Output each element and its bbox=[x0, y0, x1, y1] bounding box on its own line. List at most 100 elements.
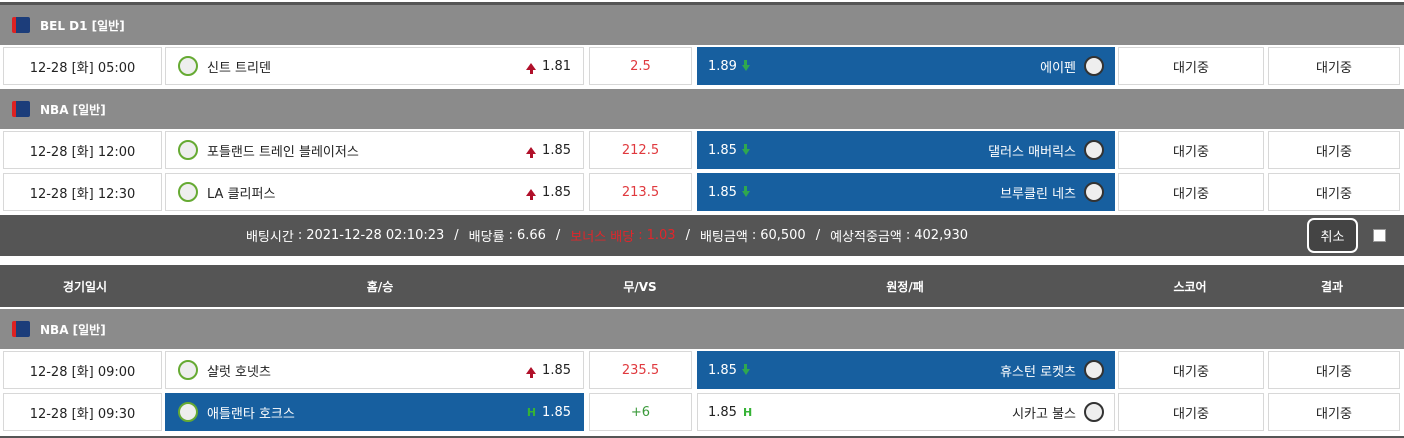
result-cell: 대기중 bbox=[1268, 351, 1400, 389]
line-value: +6 bbox=[630, 404, 651, 420]
league-header: NBA [일반] bbox=[0, 89, 1404, 129]
trend-down bbox=[741, 60, 750, 71]
away-odds: 1.85 bbox=[708, 184, 737, 200]
home-odds: 1.85 bbox=[542, 362, 571, 378]
result-cell: 대기중 bbox=[1268, 393, 1400, 431]
away-odds: 1.85 bbox=[708, 142, 737, 158]
label-separator: : bbox=[638, 228, 643, 243]
table-header bbox=[0, 265, 1404, 307]
league-icon bbox=[12, 101, 30, 117]
home-cell: 신트 트리덴 1.81 bbox=[165, 47, 584, 85]
score: 대기중 bbox=[1173, 406, 1209, 422]
header-cell: 홈/승 bbox=[170, 265, 590, 307]
away-odds: 1.85 bbox=[708, 362, 737, 378]
summary-value: 6.66 bbox=[516, 228, 546, 243]
label-separator: : bbox=[508, 228, 513, 243]
team-logo bbox=[1084, 140, 1104, 160]
header-cell: 스코어 bbox=[1120, 265, 1260, 307]
away-odds: 1.89 bbox=[708, 58, 737, 74]
bottom-rule bbox=[0, 436, 1404, 438]
home-odds: 1.85 bbox=[542, 184, 571, 200]
score: 대기중 bbox=[1173, 144, 1209, 160]
handicap-flag: H bbox=[742, 405, 753, 419]
team-logo bbox=[178, 140, 198, 160]
away-cell: 1.85 휴스턴 로켓츠 bbox=[697, 351, 1115, 389]
header-label: 홈/승 bbox=[366, 279, 394, 294]
match-time: 12-28 [화] 09:30 bbox=[29, 406, 136, 422]
header-label: 스코어 bbox=[1173, 279, 1207, 294]
home-odds: 1.81 bbox=[542, 58, 571, 74]
away-team: 브루클린 네츠 bbox=[1000, 186, 1076, 202]
away-team: 댈러스 매버릭스 bbox=[988, 144, 1076, 160]
team-logo bbox=[1084, 182, 1104, 202]
home-odds: 1.85 bbox=[542, 142, 571, 158]
home-team: 샬럿 호넷츠 bbox=[207, 364, 271, 380]
label-separator: : bbox=[751, 228, 757, 243]
score: 대기중 bbox=[1173, 186, 1209, 202]
league-header: BEL D1 [일반] bbox=[0, 5, 1404, 45]
trend-up bbox=[526, 146, 537, 158]
summary-label: 배팅시간 bbox=[245, 230, 294, 245]
header-label: 원정/패 bbox=[886, 279, 924, 294]
result-cell: 대기중 bbox=[1268, 131, 1400, 169]
header-cell: 무/VS bbox=[590, 265, 690, 307]
league-name: NBA [일반] bbox=[40, 102, 106, 117]
line-value: 235.5 bbox=[621, 362, 660, 378]
date-cell: 12-28 [화] 12:00 bbox=[3, 131, 162, 169]
team-logo bbox=[178, 402, 198, 422]
score: 대기중 bbox=[1173, 60, 1209, 76]
line-cell: 212.5 bbox=[589, 131, 692, 169]
team-logo bbox=[178, 56, 198, 76]
home-team: 포틀랜드 트레인 블레이저스 bbox=[207, 144, 359, 160]
score-cell: 대기중 bbox=[1118, 351, 1264, 389]
top-rule bbox=[0, 2, 1404, 5]
result: 대기중 bbox=[1316, 364, 1352, 380]
home-odds: 1.85 bbox=[542, 404, 571, 420]
line-cell: 213.5 bbox=[589, 173, 692, 211]
trend-down bbox=[741, 144, 750, 155]
label-separator: : bbox=[297, 228, 303, 243]
summary-value: 402,930 bbox=[914, 228, 969, 243]
select-checkbox[interactable] bbox=[1373, 229, 1386, 242]
away-cell: 1.85 H 시카고 불스 bbox=[697, 393, 1115, 431]
trend-up bbox=[526, 366, 537, 378]
result-cell: 대기중 bbox=[1268, 173, 1400, 211]
trend-down bbox=[741, 186, 750, 197]
date-cell: 12-28 [화] 09:30 bbox=[3, 393, 162, 431]
summary-value: 2021-12-28 02:10:23 bbox=[306, 228, 445, 243]
result: 대기중 bbox=[1316, 406, 1352, 422]
home-cell: 포틀랜드 트레인 블레이저스 1.85 bbox=[165, 131, 584, 169]
summary-label: 보너스 배당 bbox=[570, 230, 635, 245]
score-cell: 대기중 bbox=[1118, 173, 1264, 211]
result: 대기중 bbox=[1316, 186, 1352, 202]
score: 대기중 bbox=[1173, 364, 1209, 380]
away-team: 휴스턴 로켓츠 bbox=[1000, 364, 1076, 380]
item-separator: / bbox=[454, 228, 459, 243]
line-cell: 2.5 bbox=[589, 47, 692, 85]
date-cell: 12-28 [화] 05:00 bbox=[3, 47, 162, 85]
date-cell: 12-28 [화] 12:30 bbox=[3, 173, 162, 211]
home-team: LA 클리퍼스 bbox=[207, 186, 276, 202]
item-separator: / bbox=[685, 228, 690, 243]
header-label: 경기일시 bbox=[62, 279, 108, 294]
cancel-button[interactable]: 취소 bbox=[1307, 218, 1358, 253]
away-cell: 1.85 브루클린 네츠 bbox=[697, 173, 1115, 211]
item-separator: / bbox=[815, 228, 821, 243]
header-cell: 원정/패 bbox=[690, 265, 1120, 307]
item-separator: / bbox=[555, 228, 561, 243]
away-cell: 1.89 에이펜 bbox=[697, 47, 1115, 85]
team-logo bbox=[1084, 360, 1104, 380]
team-logo bbox=[1084, 402, 1104, 422]
summary-label: 배팅금액 bbox=[699, 230, 748, 245]
team-logo bbox=[178, 182, 198, 202]
league-name: BEL D1 [일반] bbox=[40, 18, 125, 33]
line-value: 213.5 bbox=[621, 184, 660, 200]
result-cell: 대기중 bbox=[1268, 47, 1400, 85]
home-team: 신트 트리덴 bbox=[207, 60, 271, 76]
score-cell: 대기중 bbox=[1118, 393, 1264, 431]
line-value: 212.5 bbox=[621, 142, 660, 158]
handicap-flag: H bbox=[526, 405, 537, 419]
home-team: 애틀랜타 호크스 bbox=[207, 406, 295, 422]
trend-down bbox=[741, 364, 750, 375]
